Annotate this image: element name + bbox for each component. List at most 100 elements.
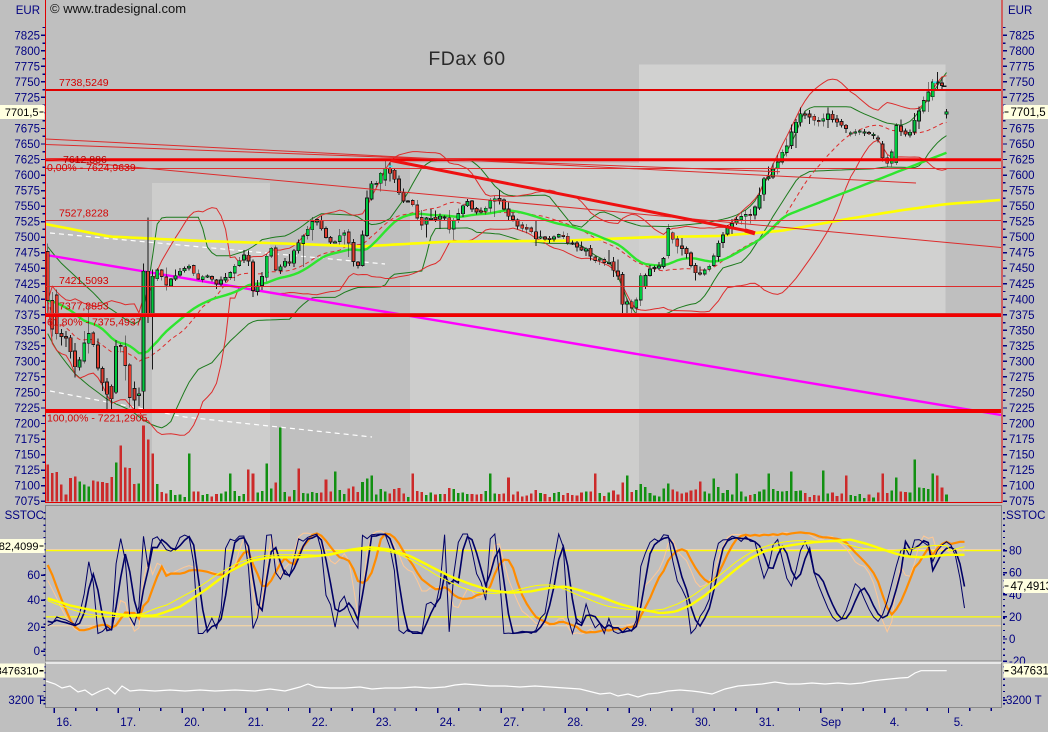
svg-text:Sep: Sep — [821, 717, 841, 729]
svg-text:100,00% - 7221,2905: 100,00% - 7221,2905 — [47, 413, 148, 425]
svg-text:21.: 21. — [248, 717, 264, 729]
svg-text:7350: 7350 — [14, 325, 40, 337]
svg-text:0: 0 — [34, 646, 40, 658]
svg-text:7150: 7150 — [14, 450, 40, 462]
svg-text:7250: 7250 — [1009, 388, 1035, 400]
svg-text:24.: 24. — [440, 717, 456, 729]
svg-text:3200 T: 3200 T — [8, 695, 44, 707]
svg-text:27.: 27. — [503, 717, 519, 729]
svg-text:7701,5: 7701,5 — [1011, 107, 1046, 119]
svg-text:5.: 5. — [954, 717, 964, 729]
svg-text:7650: 7650 — [1009, 139, 1035, 151]
svg-text:7738,5249: 7738,5249 — [59, 77, 109, 89]
svg-text:7625: 7625 — [14, 155, 40, 167]
svg-text:7325: 7325 — [1009, 341, 1035, 353]
svg-text:7500: 7500 — [1009, 232, 1035, 244]
svg-text:60: 60 — [27, 570, 40, 582]
svg-text:7400: 7400 — [1009, 294, 1035, 306]
svg-text:3200 T: 3200 T — [1006, 695, 1042, 707]
svg-text:47,4913: 47,4913 — [1011, 581, 1048, 593]
svg-text:22.: 22. — [312, 717, 328, 729]
svg-text:7200: 7200 — [14, 419, 40, 431]
svg-text:7527,8228: 7527,8228 — [59, 208, 109, 220]
svg-text:7175: 7175 — [1009, 434, 1035, 446]
svg-text:EUR: EUR — [1008, 5, 1032, 17]
svg-text:7725: 7725 — [14, 92, 40, 104]
svg-text:7525: 7525 — [14, 217, 40, 229]
svg-text:7350: 7350 — [1009, 325, 1035, 337]
svg-text:FDax 60: FDax 60 — [428, 48, 505, 70]
svg-text:17.: 17. — [120, 717, 136, 729]
svg-text:7450: 7450 — [14, 263, 40, 275]
svg-text:28.: 28. — [567, 717, 583, 729]
svg-text:7125: 7125 — [1009, 465, 1035, 477]
svg-text:7075: 7075 — [1009, 496, 1035, 508]
svg-text:7375: 7375 — [14, 310, 40, 322]
svg-text:7377,8853: 7377,8853 — [59, 301, 109, 313]
svg-text:82,4099: 82,4099 — [0, 541, 39, 553]
svg-text:7075: 7075 — [14, 496, 40, 508]
svg-text:SSTOC: SSTOC — [5, 510, 44, 522]
svg-text:7750: 7750 — [1009, 77, 1035, 89]
svg-text:EUR: EUR — [16, 5, 40, 17]
svg-text:7650: 7650 — [14, 139, 40, 151]
svg-text:7421,5093: 7421,5093 — [59, 275, 109, 287]
svg-text:7150: 7150 — [1009, 450, 1035, 462]
svg-text:40: 40 — [27, 595, 40, 607]
svg-text:20: 20 — [1009, 612, 1022, 624]
svg-text:7725: 7725 — [1009, 92, 1035, 104]
svg-text:20: 20 — [27, 622, 40, 634]
svg-text:60: 60 — [1009, 568, 1022, 580]
svg-text:0,00% - 7624,9639: 0,00% - 7624,9639 — [47, 162, 136, 174]
svg-text:7825: 7825 — [1009, 30, 1035, 42]
svg-text:7200: 7200 — [1009, 419, 1035, 431]
svg-text:7612,886: 7612,886 — [63, 154, 107, 166]
svg-text:7575: 7575 — [14, 186, 40, 198]
svg-text:7625: 7625 — [1009, 155, 1035, 167]
svg-text:20.: 20. — [184, 717, 200, 729]
svg-text:7225: 7225 — [1009, 403, 1035, 415]
svg-text:7375: 7375 — [1009, 310, 1035, 322]
svg-text:31.: 31. — [759, 717, 775, 729]
svg-text:7225: 7225 — [14, 403, 40, 415]
svg-text:7701,5: 7701,5 — [5, 107, 39, 119]
svg-text:7550: 7550 — [1009, 201, 1035, 213]
svg-text:0: 0 — [1009, 634, 1015, 646]
svg-text:29.: 29. — [631, 717, 647, 729]
svg-text:7450: 7450 — [1009, 263, 1035, 275]
svg-text:7250: 7250 — [14, 388, 40, 400]
svg-text:7400: 7400 — [14, 294, 40, 306]
svg-text:7575: 7575 — [1009, 186, 1035, 198]
svg-text:7275: 7275 — [14, 372, 40, 384]
svg-text:7125: 7125 — [14, 465, 40, 477]
svg-text:7775: 7775 — [14, 61, 40, 73]
svg-text:7775: 7775 — [1009, 61, 1035, 73]
svg-text:7675: 7675 — [1009, 124, 1035, 136]
svg-text:80: 80 — [1009, 546, 1022, 558]
svg-text:7825: 7825 — [14, 30, 40, 42]
svg-text:7175: 7175 — [14, 434, 40, 446]
svg-text:7300: 7300 — [14, 356, 40, 368]
svg-text:7525: 7525 — [1009, 217, 1035, 229]
svg-text:7475: 7475 — [1009, 248, 1035, 260]
svg-text:61,80% - 7375,4937: 61,80% - 7375,4937 — [47, 317, 142, 329]
svg-text:7600: 7600 — [1009, 170, 1035, 182]
svg-text:7425: 7425 — [1009, 279, 1035, 291]
svg-text:7275: 7275 — [1009, 372, 1035, 384]
svg-text:7675: 7675 — [14, 124, 40, 136]
svg-text:7550: 7550 — [14, 201, 40, 213]
svg-text:7750: 7750 — [14, 77, 40, 89]
svg-text:© www.tradesignal.com: © www.tradesignal.com — [50, 1, 186, 16]
svg-text:23.: 23. — [376, 717, 392, 729]
svg-text:7800: 7800 — [1009, 46, 1035, 58]
svg-text:7100: 7100 — [14, 481, 40, 493]
svg-text:7325: 7325 — [14, 341, 40, 353]
svg-text:7475: 7475 — [14, 248, 40, 260]
svg-text:7600: 7600 — [14, 170, 40, 182]
svg-text:7425: 7425 — [14, 279, 40, 291]
svg-text:7800: 7800 — [14, 46, 40, 58]
svg-text:7300: 7300 — [1009, 356, 1035, 368]
svg-text:SSTOC: SSTOC — [1006, 510, 1045, 522]
